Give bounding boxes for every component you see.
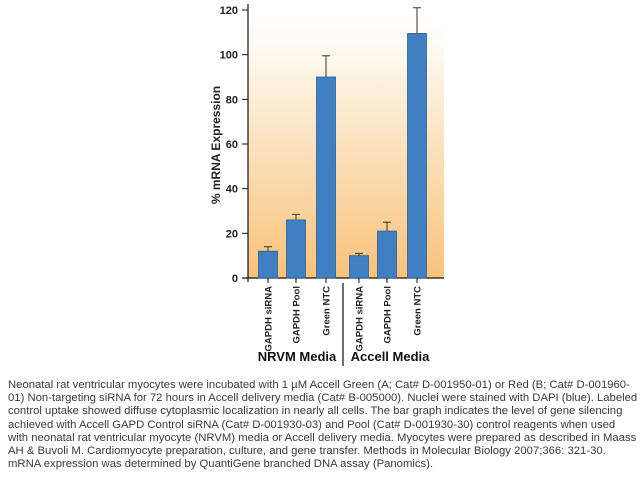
category-label: GAPDH Pool (292, 286, 303, 344)
category-label: Green NTC (413, 286, 424, 336)
y-axis-label: % mRNA Expression (209, 86, 223, 204)
bar (377, 230, 397, 279)
bar (316, 76, 336, 279)
y-tick-label: 0 (232, 273, 238, 285)
bar (258, 250, 278, 279)
group-label: NRVM Media (258, 349, 337, 364)
y-tick-label: 120 (220, 5, 238, 17)
bar (286, 219, 306, 279)
mrna-expression-bar-chart: 0 20 40 60 80 100 120 GAPDH siRNA GAPDH Pool Gree… (209, 2, 444, 366)
figure-caption: Neonatal rat ventricular myocytes were i… (8, 379, 638, 471)
y-tick-label: 60 (226, 139, 238, 151)
y-tick-label: 80 (226, 94, 238, 106)
group-label: Accell Media (351, 349, 431, 364)
bar (349, 255, 369, 279)
y-tick-label: 100 (220, 50, 238, 62)
y-tick-label: 20 (226, 228, 238, 240)
category-label: Green NTC (322, 286, 333, 336)
y-tick-label: 40 (226, 184, 238, 196)
category-label: GAPDH Pool (383, 286, 394, 344)
category-label: GAPDH siRNA (355, 286, 366, 352)
category-label: GAPDH siRNA (264, 286, 275, 352)
bar (407, 33, 427, 279)
